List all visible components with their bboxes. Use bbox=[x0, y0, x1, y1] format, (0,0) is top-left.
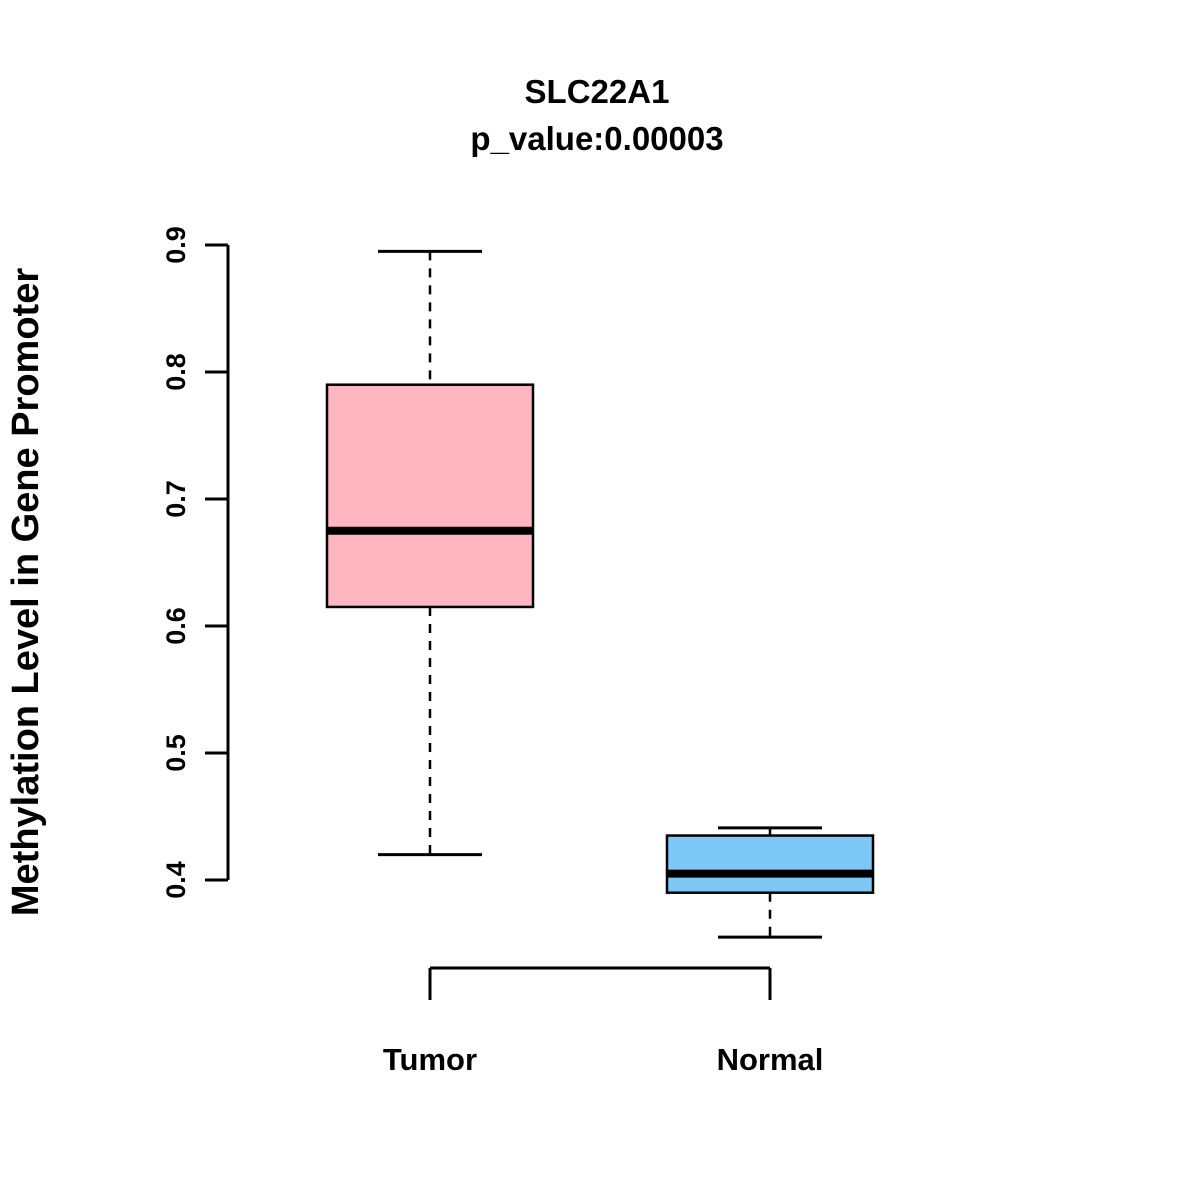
chart-subtitle: p_value:0.00003 bbox=[470, 120, 723, 157]
label-layer: 0.4 0.5 0.6 0.7 0.8 0.9 Tumor Normal bbox=[161, 226, 823, 1077]
axes-layer bbox=[205, 243, 772, 1000]
box-group-normal bbox=[665, 826, 875, 939]
y-tick-label: 0.9 bbox=[161, 226, 191, 264]
y-tick-label: 0.4 bbox=[161, 861, 191, 899]
box-group-tumor bbox=[325, 249, 535, 857]
iqr-box bbox=[325, 383, 535, 609]
y-tick-label: 0.7 bbox=[161, 480, 191, 518]
x-category-label: Tumor bbox=[383, 1042, 477, 1077]
iqr-box bbox=[665, 834, 875, 894]
y-axis-label: Methylation Level in Gene Promoter bbox=[5, 268, 47, 916]
y-tick-label: 0.6 bbox=[161, 607, 191, 645]
y-tick-label: 0.8 bbox=[161, 353, 191, 391]
x-category-label: Normal bbox=[717, 1042, 824, 1077]
box-layer bbox=[325, 249, 875, 939]
chart-title: SLC22A1 bbox=[525, 73, 670, 110]
y-tick-label: 0.5 bbox=[161, 734, 191, 772]
